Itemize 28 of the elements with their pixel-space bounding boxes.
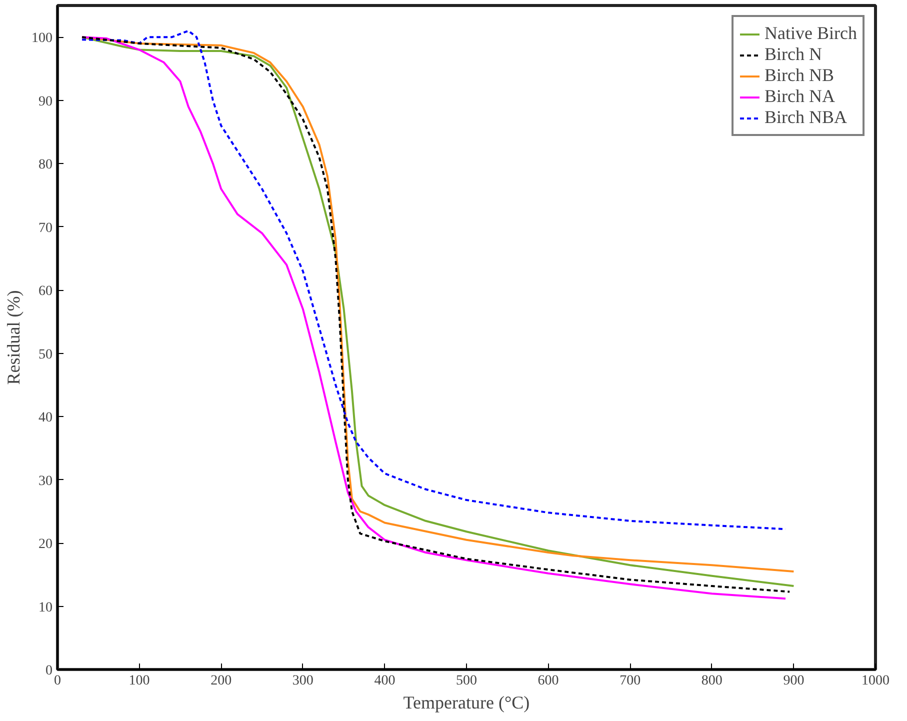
legend-label: Birch NB [764,65,834,86]
y-tick-label: 70 [38,220,52,236]
x-tick-label: 900 [783,674,804,688]
y-tick-label: 80 [38,158,52,173]
legend-label: Birch N [764,44,822,65]
x-tick-label: 700 [620,674,641,688]
x-tick-label: 300 [292,674,314,688]
x-axis-title: Temperature (°C) [403,692,530,712]
legend-label: Birch NA [764,86,836,107]
y-tick-label: 100 [32,31,52,46]
x-tick-label: 400 [374,674,396,688]
y-tick-label: 40 [38,410,52,426]
y-tick-label: 0 [46,664,52,678]
legend-label: Birch NBA [764,107,848,128]
y-tick-label: 90 [38,94,52,110]
y-tick-label: 20 [38,537,52,552]
x-tick-label: 100 [128,674,150,688]
y-axis-title: Residual (%) [4,290,24,385]
y-tick-label: 10 [38,600,52,616]
x-tick-label: 600 [538,674,559,688]
y-tick-label: 60 [38,284,52,300]
x-tick-label: 500 [456,674,477,688]
y-tick-label: 30 [38,474,52,489]
x-tick-label: 800 [701,674,722,688]
x-tick-label: 1000 [862,674,890,688]
y-tick-label: 50 [38,347,52,362]
legend-label: Native Birch [764,23,857,44]
x-tick-label: 200 [210,674,232,688]
